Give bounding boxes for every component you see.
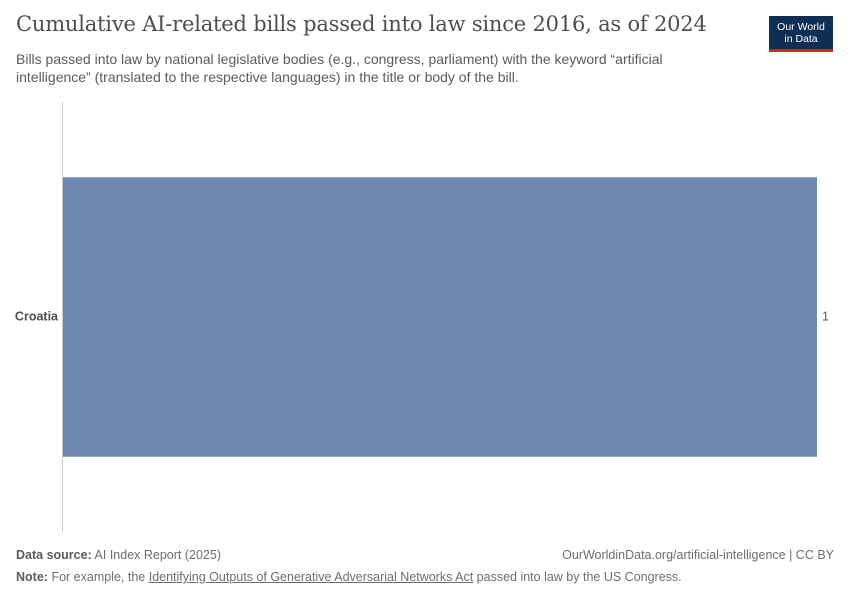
- note-prefix: For example, the: [51, 570, 146, 584]
- note-link[interactable]: Identifying Outputs of Generative Advers…: [148, 570, 474, 584]
- owid-logo[interactable]: Our World in Data: [769, 16, 833, 52]
- chart-subtitle: Bills passed into law by national legisl…: [16, 51, 663, 85]
- source-url[interactable]: OurWorldinData.org/artificial-intelligen…: [562, 548, 834, 562]
- note-label: Note:: [16, 570, 48, 584]
- chart-note: Note: For example, the Identifying Outpu…: [16, 570, 682, 584]
- source-label: Data source:: [16, 548, 92, 562]
- bars-group: Croatia 1: [15, 177, 829, 457]
- data-source: Data source: AI Index Report (2025): [16, 548, 221, 562]
- logo-line-2: in Data: [784, 32, 818, 45]
- logo-line-1: Our World: [777, 20, 825, 33]
- category-label: Croatia: [15, 309, 59, 323]
- chart-title: Cumulative AI-related bills passed into …: [16, 12, 707, 36]
- bar-croatia[interactable]: [63, 177, 817, 457]
- note-suffix: passed into law by the US Congress.: [476, 570, 682, 584]
- source-value: AI Index Report (2025): [94, 548, 221, 562]
- value-label: 1: [822, 309, 829, 323]
